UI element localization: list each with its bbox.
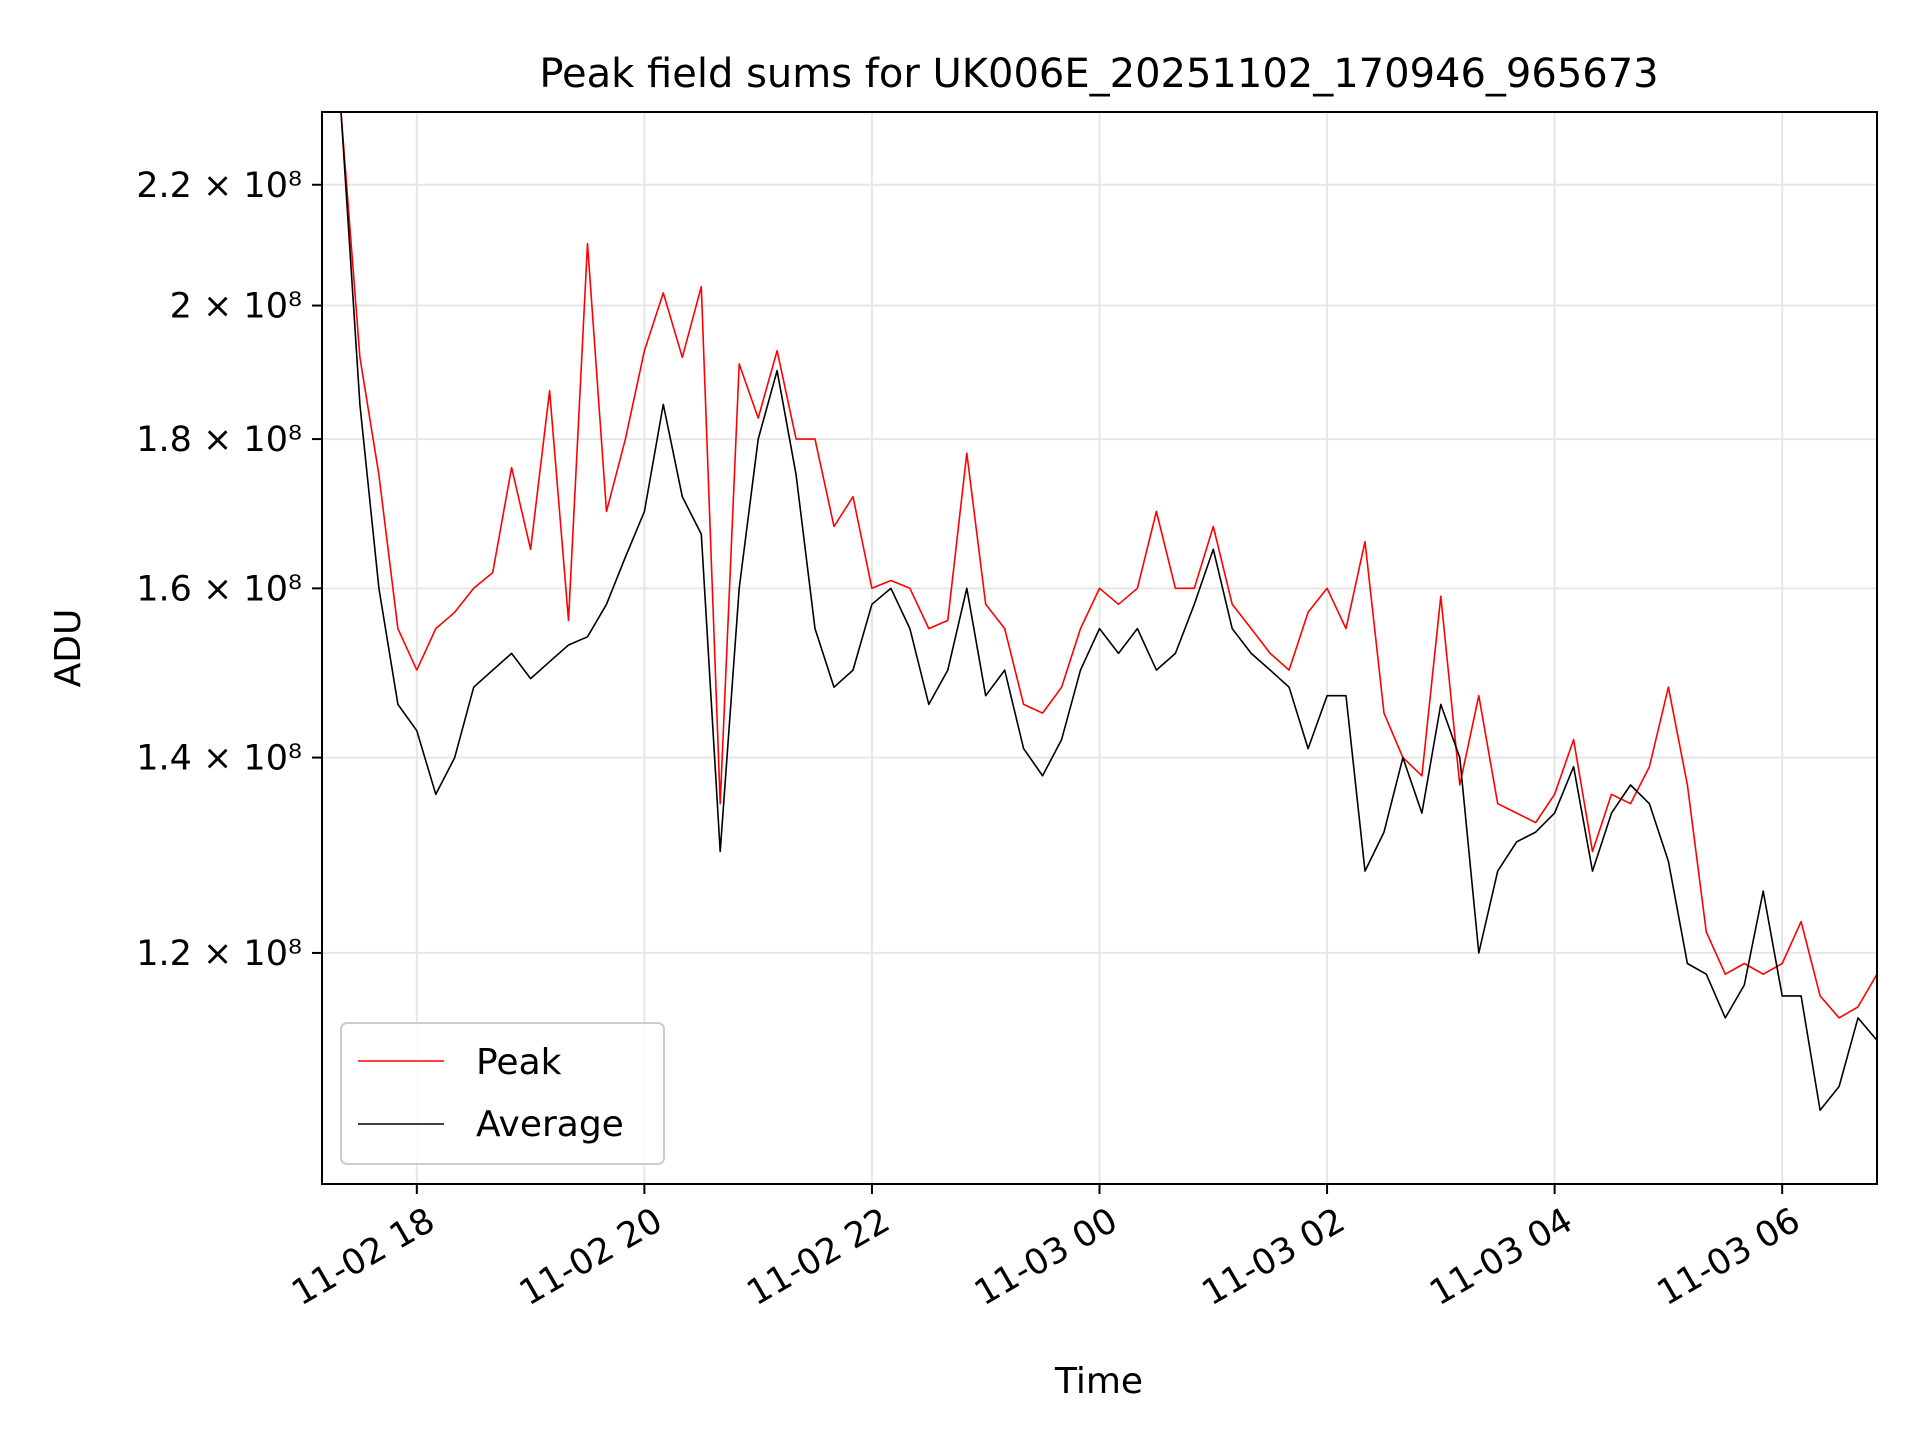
series-line-average (322, 112, 1877, 1111)
series-line-peak (322, 112, 1877, 1019)
y-tick-label: 1.6 × 10⁸ (136, 569, 302, 609)
legend-box (340, 1022, 665, 1165)
legend-label-peak: Peak (476, 1042, 562, 1083)
legend-label-average: Average (476, 1104, 624, 1145)
legend: Peak Average (340, 1022, 665, 1165)
y-tick-label: 1.4 × 10⁸ (136, 739, 302, 779)
grid-lines (322, 112, 1877, 1184)
y-tick-label: 2 × 10⁸ (170, 287, 302, 327)
y-axis-label: ADU (48, 609, 89, 688)
y-tick-label: 1.2 × 10⁸ (136, 934, 302, 974)
y-tick-label: 1.8 × 10⁸ (136, 420, 302, 460)
series-layer (322, 112, 1877, 1111)
y-axis: 1.2 × 10⁸ 1.4 × 10⁸ 1.6 × 10⁸ 1.8 × 10⁸ 2 × … (136, 166, 322, 974)
x-axis-label: Time (1054, 1361, 1143, 1402)
y-tick-label: 2.2 × 10⁸ (136, 166, 302, 206)
chart-title: Peak field sums for UK006E_20251102_1709… (539, 51, 1658, 97)
